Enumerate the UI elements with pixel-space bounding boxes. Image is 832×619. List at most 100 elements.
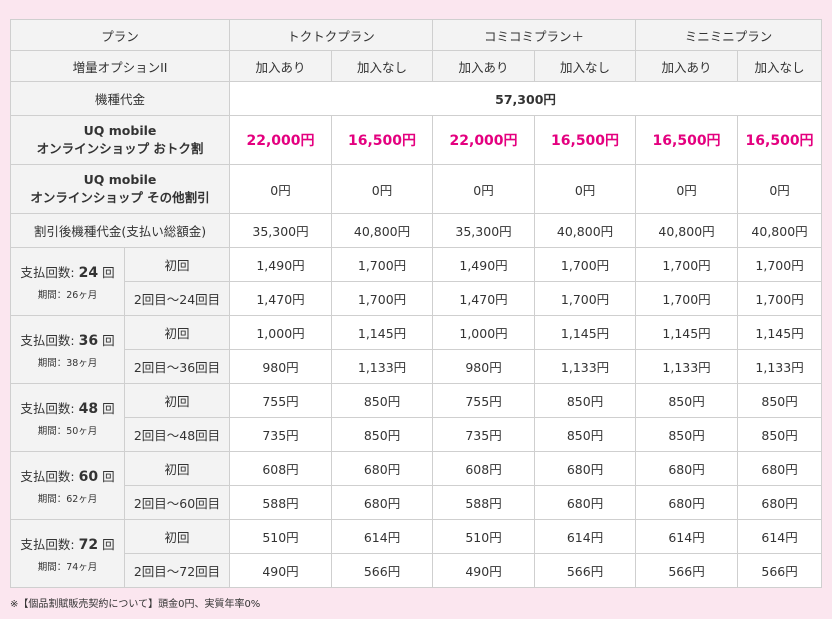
payment-rest-value: 680円 (331, 485, 434, 520)
payment-rest-label: 2回目〜72回目 (123, 553, 231, 588)
option-join: 加入あり (432, 50, 536, 82)
payment-first-value: 614円 (331, 519, 434, 554)
payment-rest-row: 2回目〜60回目 588円 680円 588円 680円 680円 680円 (11, 485, 823, 520)
payment-rest-value: 850円 (331, 417, 434, 452)
payment-count-prefix: 支払回数: (20, 401, 79, 416)
payment-first-value: 614円 (635, 519, 739, 554)
after-value: 35,300円 (432, 213, 536, 248)
payment-first-value: 1,145円 (331, 315, 434, 350)
payment-first-value: 608円 (432, 451, 536, 486)
otoku-value: 16,500円 (331, 115, 434, 165)
payment-rest-value: 588円 (229, 485, 333, 520)
otoku-discount-label: UQ mobile オンラインショップ おトク割 (9, 115, 231, 165)
payment-first-value: 850円 (534, 383, 637, 418)
payment-first-value: 755円 (229, 383, 333, 418)
footnote: ※【個品割賦販売契約について】頭金0円、実質年率0% (10, 599, 261, 610)
payment-first-value: 608円 (229, 451, 333, 486)
payment-count-suffix: 回 (98, 469, 115, 484)
payment-first-value: 680円 (737, 451, 823, 486)
payment-first-value: 1,700円 (331, 247, 434, 282)
payment-rest-value: 1,133円 (635, 349, 739, 384)
payment-count: 72 (78, 537, 99, 553)
payment-first-value: 680円 (635, 451, 739, 486)
payment-count-suffix: 回 (98, 333, 115, 348)
payment-rest-value: 735円 (229, 417, 333, 452)
payment-first-value: 1,700円 (534, 247, 637, 282)
payment-count-suffix: 回 (98, 265, 115, 280)
payment-first-value: 755円 (432, 383, 536, 418)
otoku-value: 16,500円 (534, 115, 637, 165)
payment-first-value: 1,000円 (432, 315, 536, 350)
payment-count: 24 (78, 265, 99, 281)
payment-rest-value: 680円 (635, 485, 739, 520)
payment-first-value: 850円 (635, 383, 739, 418)
payment-first-row: 支払回数: 24 回期間：26ヶ月 初回 1,490円 1,700円 1,490円 1,7… (10, 247, 823, 316)
payment-rest-value: 1,133円 (737, 349, 823, 384)
payment-count-cell: 支払回数: 48 回期間：50ヶ月 (10, 383, 125, 452)
payment-first-label: 初回 (123, 247, 231, 282)
payment-count-prefix: 支払回数: (20, 265, 79, 280)
after-discount-row: 割引後機種代金(支払い総額金) 35,300円 40,800円 35,300円 … (9, 213, 823, 248)
option-join: 加入あり (229, 50, 333, 82)
payment-rest-value: 490円 (229, 553, 333, 588)
other-value: 0円 (635, 164, 739, 214)
price-table: プラン トクトクプラン コミコミプラン＋ ミニミニプラン 増量オプションII 加… (9, 19, 823, 588)
payment-first-value: 1,490円 (432, 247, 536, 282)
plan-tokutoku: トクトクプラン (229, 19, 434, 51)
payment-count-cell: 支払回数: 60 回期間：62ヶ月 (10, 451, 125, 520)
payment-first-label: 初回 (123, 315, 231, 350)
plan-minimini: ミニミニプラン (635, 19, 823, 51)
payment-count-cell: 支払回数: 24 回期間：26ヶ月 (10, 247, 125, 316)
plan-komikomi: コミコミプラン＋ (432, 19, 637, 51)
otoku-value: 16,500円 (737, 115, 823, 165)
payment-first-value: 1,145円 (635, 315, 739, 350)
otoku-label-line1: UQ mobile (83, 123, 157, 138)
option-join: 加入あり (635, 50, 739, 82)
after-value: 40,800円 (635, 213, 739, 248)
payment-rest-value: 1,700円 (331, 281, 434, 316)
payment-rest-value: 566円 (635, 553, 739, 588)
other-value: 0円 (534, 164, 637, 214)
payment-first-row: 支払回数: 60 回期間：62ヶ月 初回 608円 680円 608円 680円 680円 6… (10, 451, 823, 520)
option-label: 増量オプションII (9, 50, 231, 82)
payment-period: 期間：62ヶ月 (37, 494, 98, 505)
payment-first-value: 680円 (331, 451, 434, 486)
otoku-value: 22,000円 (432, 115, 536, 165)
payment-first-value: 614円 (534, 519, 637, 554)
payment-period: 期間：26ヶ月 (37, 290, 98, 301)
payment-rest-value: 566円 (534, 553, 637, 588)
payment-rest-row: 2回目〜72回目 490円 566円 490円 566円 566円 566円 (11, 553, 823, 588)
payment-rest-value: 1,700円 (534, 281, 637, 316)
payment-rest-row: 2回目〜36回目 980円 1,133円 980円 1,133円 1,133円 1,133円 (11, 349, 823, 384)
payment-count-suffix: 回 (98, 401, 115, 416)
other-value: 0円 (737, 164, 823, 214)
other-value: 0円 (432, 164, 536, 214)
payment-rest-value: 980円 (229, 349, 333, 384)
payment-rest-label: 2回目〜24回目 (123, 281, 231, 316)
payment-count-cell: 支払回数: 36 回期間：38ヶ月 (10, 315, 125, 384)
payment-first-value: 1,490円 (229, 247, 333, 282)
after-value: 40,800円 (331, 213, 434, 248)
other-discount-row: UQ mobile オンラインショップ その他割引 0円 0円 0円 0円 0円… (9, 164, 823, 214)
option-nojoin: 加入なし (534, 50, 637, 82)
after-discount-label: 割引後機種代金(支払い総額金) (9, 213, 231, 248)
payment-rest-row: 2回目〜24回目 1,470円 1,700円 1,470円 1,700円 1,700円 1,… (11, 281, 823, 316)
payment-period: 期間：38ヶ月 (37, 358, 98, 369)
payment-count-cell: 支払回数: 72 回期間：74ヶ月 (10, 519, 125, 588)
payment-first-row: 支払回数: 36 回期間：38ヶ月 初回 1,000円 1,145円 1,000円 1,1… (10, 315, 823, 384)
payment-first-value: 1,145円 (737, 315, 823, 350)
after-value: 35,300円 (229, 213, 333, 248)
payment-rest-value: 1,700円 (635, 281, 739, 316)
payment-rest-label: 2回目〜36回目 (123, 349, 231, 384)
payment-rest-value: 1,470円 (432, 281, 536, 316)
otoku-label-line2: オンラインショップ おトク割 (36, 141, 204, 156)
payment-rest-value: 490円 (432, 553, 536, 588)
payment-first-value: 510円 (432, 519, 536, 554)
payment-first-label: 初回 (123, 383, 231, 418)
otoku-value: 22,000円 (229, 115, 333, 165)
payment-first-value: 1,700円 (737, 247, 823, 282)
payment-period: 期間：50ヶ月 (37, 426, 98, 437)
payment-count-suffix: 回 (98, 537, 115, 552)
option-nojoin: 加入なし (331, 50, 434, 82)
plan-header-row: プラン トクトクプラン コミコミプラン＋ ミニミニプラン (9, 19, 823, 51)
